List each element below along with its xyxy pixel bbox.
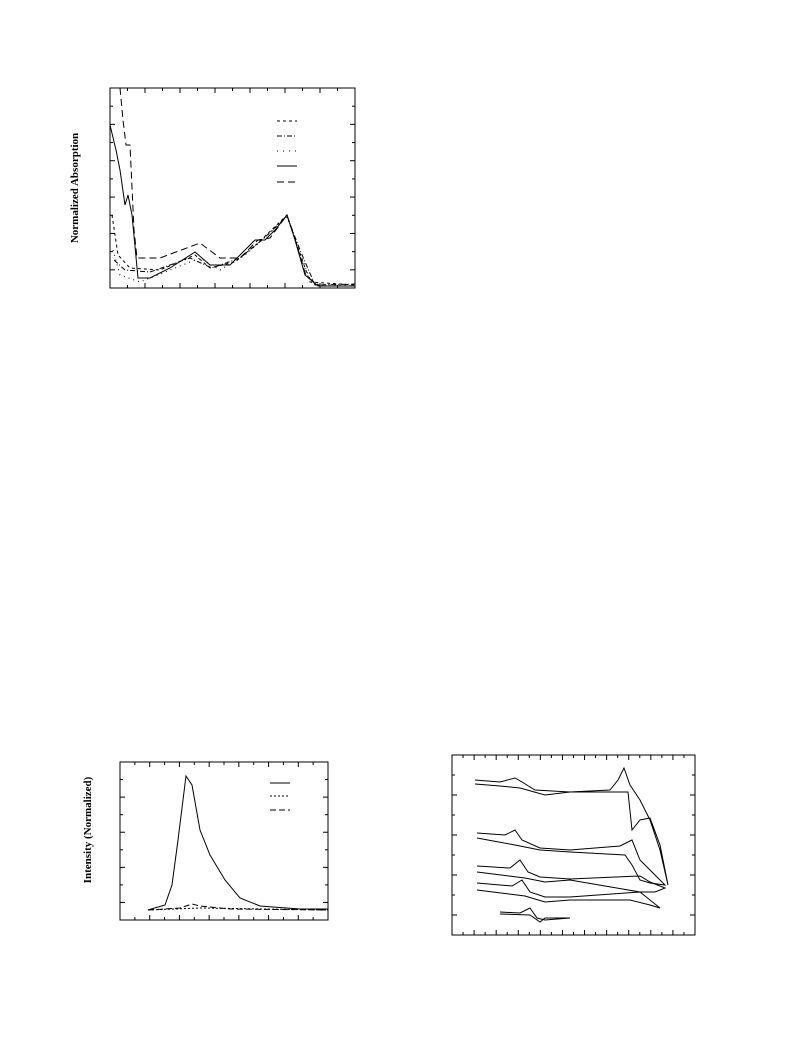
curve [147, 774, 328, 911]
curve [112, 216, 356, 287]
plot-frame [119, 761, 329, 921]
curve [119, 87, 355, 287]
curve [111, 214, 356, 286]
curve [147, 907, 329, 911]
cv-curve [476, 859, 667, 893]
cv-curve [474, 766, 669, 886]
curve [109, 124, 355, 287]
absorption-figure: Normalized Absorption [69, 87, 356, 289]
y-axis-label: Normalized Absorption [69, 133, 81, 243]
cv-curve [476, 829, 667, 886]
emission-figure: Intensity (Normalized) [82, 761, 329, 921]
curve [113, 215, 356, 286]
voltammetry-figure [451, 754, 696, 936]
cv-curve [499, 907, 571, 923]
cv-curve [476, 879, 661, 909]
curve [147, 903, 329, 911]
y-axis-label: Intensity (Normalized) [82, 776, 94, 883]
